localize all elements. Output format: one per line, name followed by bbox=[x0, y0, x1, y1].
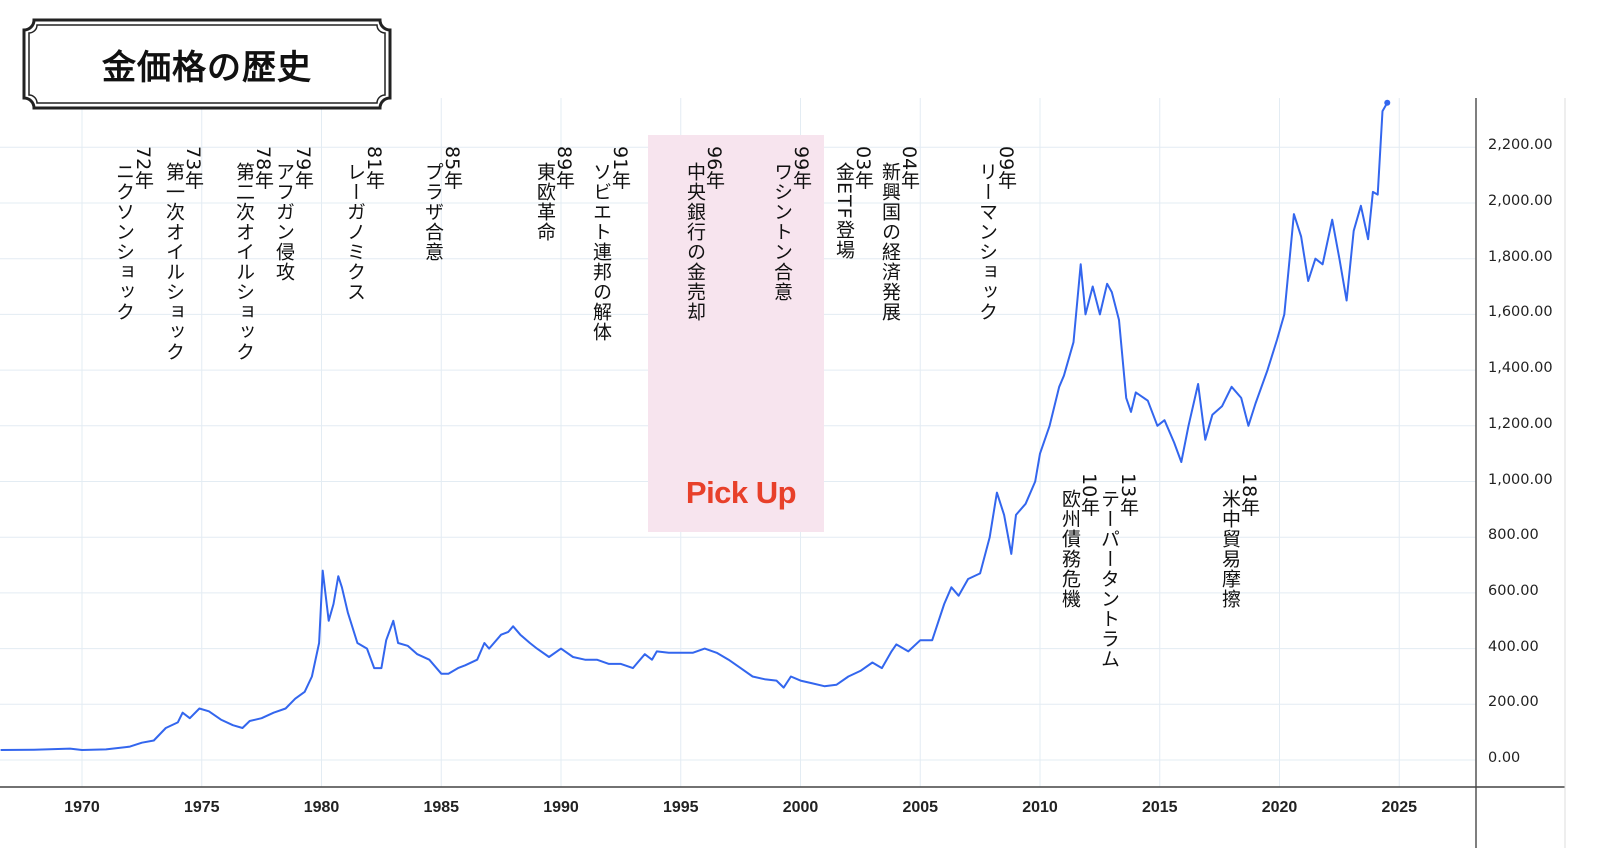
y-tick-label: 400.00 bbox=[1488, 638, 1539, 655]
event-year: 04年 bbox=[898, 146, 920, 190]
event-year: 18年 bbox=[1238, 473, 1260, 517]
event-name: レーガノミクス bbox=[344, 162, 366, 302]
event-annotation: 73年 第一次オイルショック bbox=[163, 146, 204, 362]
x-tick-label: 1990 bbox=[543, 799, 579, 816]
y-tick-label: 1,000.00 bbox=[1488, 471, 1553, 488]
event-year: 91年 bbox=[609, 146, 631, 190]
event-annotation: 03年 金ETF登場 bbox=[833, 146, 874, 260]
event-name: 東欧革命 bbox=[534, 162, 556, 242]
event-annotation: 91年 ソビエト連邦の解体 bbox=[590, 146, 631, 342]
event-annotation: 13年 テーパータントラム bbox=[1098, 473, 1139, 669]
event-name: ニクソンショック bbox=[113, 162, 135, 322]
last-price-marker bbox=[1384, 99, 1391, 106]
pickup-label: Pick Up bbox=[685, 475, 797, 510]
x-tick-label: 2000 bbox=[782, 799, 819, 816]
x-tick-label: 2020 bbox=[1261, 799, 1298, 816]
event-annotation: 99年 ワシントン合意 bbox=[771, 146, 812, 302]
y-tick-label: 1,800.00 bbox=[1488, 248, 1553, 265]
y-tick-label: 600.00 bbox=[1488, 582, 1539, 599]
event-year: 78年 bbox=[252, 146, 274, 190]
event-year: 13年 bbox=[1117, 473, 1139, 517]
event-name: ソビエト連邦の解体 bbox=[590, 162, 612, 342]
x-tick-label: 2015 bbox=[1141, 799, 1178, 816]
event-name: 米中貿易摩擦 bbox=[1219, 489, 1241, 609]
event-annotation: 85年 プラザ合意 bbox=[422, 146, 463, 262]
event-name: 金ETF登場 bbox=[833, 162, 855, 260]
event-year: 81年 bbox=[363, 146, 385, 190]
x-tick-label: 2025 bbox=[1381, 799, 1418, 816]
x-tick-label: 1985 bbox=[423, 799, 460, 816]
event-year: 96年 bbox=[703, 146, 725, 190]
event-annotation: 96年 中央銀行の金売却 bbox=[684, 146, 725, 322]
event-name: プラザ合意 bbox=[422, 162, 444, 262]
event-name: リーマンショック bbox=[976, 162, 998, 322]
event-name: ワシントン合意 bbox=[771, 162, 793, 302]
event-name: 第一次オイルショック bbox=[163, 162, 185, 362]
chart-title: 金価格の歴史 bbox=[102, 47, 312, 88]
event-year: 72年 bbox=[132, 146, 154, 190]
event-name: テーパータントラム bbox=[1098, 489, 1120, 669]
event-year: 99年 bbox=[790, 146, 812, 190]
y-tick-label: 1,600.00 bbox=[1488, 304, 1553, 321]
y-tick-label: 800.00 bbox=[1488, 527, 1539, 544]
event-name: 第二次オイルショック bbox=[233, 162, 255, 362]
event-year: 89年 bbox=[553, 146, 575, 190]
event-name: 新興国の経済発展 bbox=[879, 162, 901, 322]
ornate-frame-icon bbox=[22, 18, 392, 110]
event-year: 09年 bbox=[995, 146, 1017, 190]
event-year: 73年 bbox=[182, 146, 204, 190]
event-year: 03年 bbox=[852, 146, 874, 190]
event-annotation: 72年 ニクソンショック bbox=[113, 146, 154, 322]
event-annotation: 18年 米中貿易摩擦 bbox=[1219, 473, 1260, 609]
x-tick-label: 1980 bbox=[303, 799, 340, 816]
y-tick-label: 1,200.00 bbox=[1488, 415, 1553, 432]
event-annotation: 81年 レーガノミクス bbox=[344, 146, 385, 302]
title-frame: 金価格の歴史 bbox=[22, 18, 392, 110]
y-tick-label: 1,400.00 bbox=[1488, 360, 1553, 377]
event-name: 中央銀行の金売却 bbox=[684, 162, 706, 322]
x-tick-label: 1975 bbox=[183, 799, 220, 816]
event-annotation: 04年 新興国の経済発展 bbox=[879, 146, 920, 322]
x-tick-label: 1970 bbox=[64, 799, 100, 816]
event-name: 欧州債務危機 bbox=[1059, 489, 1081, 609]
event-name: アフガン侵攻 bbox=[273, 162, 295, 282]
y-tick-label: 2,000.00 bbox=[1488, 193, 1553, 209]
x-tick-label: 2010 bbox=[1022, 799, 1058, 816]
event-annotation: 89年 東欧革命 bbox=[534, 146, 575, 242]
event-annotation: 79年 アフガン侵攻 bbox=[273, 146, 314, 282]
y-tick-label: 200.00 bbox=[1488, 694, 1539, 711]
event-year: 10年 bbox=[1078, 473, 1100, 517]
event-year: 85年 bbox=[441, 146, 463, 190]
event-year: 79年 bbox=[292, 146, 314, 190]
pickup-highlight-band bbox=[648, 135, 824, 532]
x-tick-label: 1995 bbox=[662, 799, 699, 816]
y-tick-label: 2,200.00 bbox=[1488, 137, 1553, 154]
event-annotation: 10年 欧州債務危機 bbox=[1059, 473, 1100, 609]
y-tick-label: 0.00 bbox=[1488, 750, 1521, 766]
event-annotation: 78年 第二次オイルショック bbox=[233, 146, 274, 362]
event-annotation: 09年 リーマンショック bbox=[976, 146, 1017, 322]
x-tick-label: 2005 bbox=[902, 799, 939, 816]
